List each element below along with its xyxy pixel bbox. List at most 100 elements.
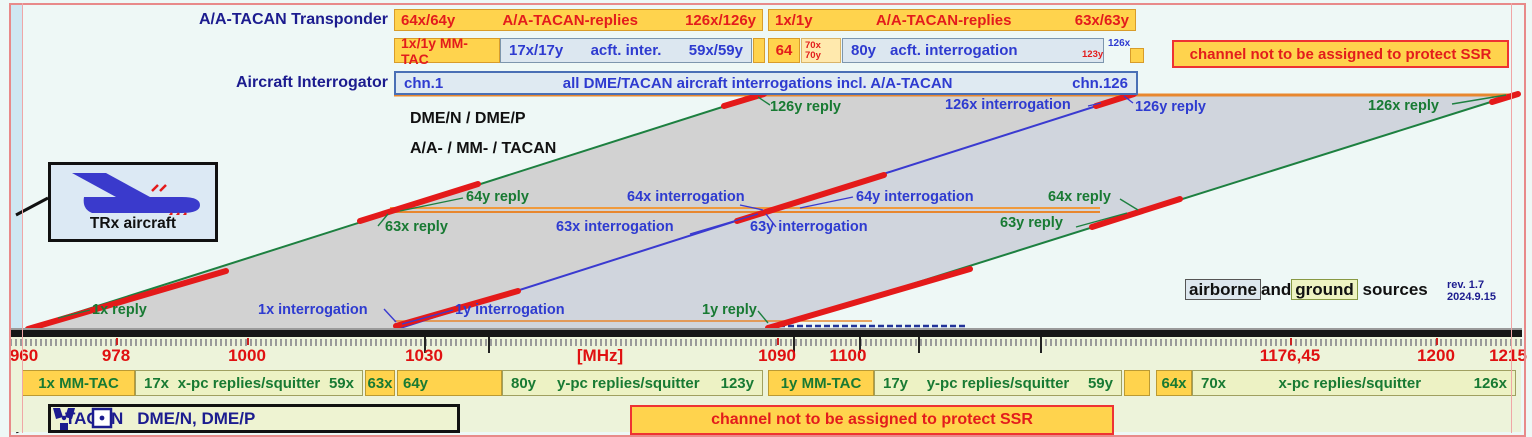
revision-line1: rev. 1.7 bbox=[1447, 279, 1485, 291]
acft-inter-cell: 17x/17y acft. inter. 59x/59y bbox=[500, 38, 752, 63]
cell10-right: 126x bbox=[1473, 374, 1507, 392]
axis-label-960: 960 bbox=[9, 346, 39, 365]
inner-guide-right bbox=[1511, 3, 1512, 433]
trx-aircraft-label: TRx aircraft bbox=[89, 215, 177, 232]
row2-sliver-1 bbox=[753, 38, 765, 63]
cell2-right: 59x bbox=[328, 374, 354, 392]
tick-1041 bbox=[488, 337, 490, 353]
acft-interrogation-cell: 80y acft. interrogation bbox=[842, 38, 1104, 63]
label-126y-reply-blue: 126y reply bbox=[1135, 99, 1206, 115]
channel-range-box: chn.1 all DME/TACAN aircraft interrogati… bbox=[394, 71, 1138, 95]
cell5-right: 123y bbox=[720, 374, 754, 392]
ch64-cell: 64 bbox=[768, 38, 800, 63]
cell2-left: 17x bbox=[144, 374, 170, 392]
ch126x-text: 126x bbox=[1108, 38, 1131, 49]
ground-cell-70x-126x: 70x x-pc replies/squitter 126x bbox=[1192, 370, 1516, 396]
revision-note: rev. 1.7 2024.9.15 bbox=[1447, 279, 1496, 303]
ch70-cell: 70x 70y bbox=[801, 38, 841, 63]
label-1y-reply: 1y reply bbox=[702, 302, 757, 318]
axis-label-1176: 1176,45 bbox=[1259, 346, 1321, 365]
chn1-text: chn.1 bbox=[404, 74, 444, 92]
label-1y-interrogation: 1y interrogation bbox=[455, 302, 565, 318]
tacan-antenna-icon bbox=[53, 408, 75, 430]
cell10-left: 70x bbox=[1201, 374, 1227, 392]
label-1x-reply: 1x reply bbox=[92, 302, 147, 318]
axis-label-978: 978 bbox=[101, 346, 131, 365]
ground-cell-64y: 64y bbox=[397, 370, 502, 396]
chn126-text: chn.126 bbox=[1072, 74, 1128, 92]
transponder-row-label: A/A-TACAN Transponder bbox=[198, 11, 388, 28]
ground-cell-sliver bbox=[1124, 370, 1150, 396]
cell7-left: 17y bbox=[883, 374, 909, 392]
label-126y-reply-green: 126y reply bbox=[770, 99, 841, 115]
redtick-978 bbox=[116, 338, 118, 345]
legend-dme-text: DME/N, DME/P bbox=[137, 408, 256, 428]
cell6-text: 1y MM-TAC bbox=[780, 374, 862, 392]
label-63x-interrogation: 63x interrogation bbox=[556, 219, 674, 235]
tick-1093 bbox=[793, 337, 795, 353]
bar2-center: A/A-TACAN-replies bbox=[875, 11, 1012, 29]
left-band-strip bbox=[11, 5, 22, 329]
ssr-warning-top: channel not to be assigned to protect SS… bbox=[1172, 40, 1509, 68]
bar1-left: 64x/64y bbox=[401, 11, 456, 29]
tick-1114 bbox=[918, 337, 920, 353]
label-63y-interrogation: 63y interrogation bbox=[750, 219, 868, 235]
dme-station-icon bbox=[91, 407, 113, 429]
label-64x-reply: 64x reply bbox=[1048, 189, 1111, 205]
ch70x-text: 70x bbox=[805, 40, 821, 51]
sources-text: sources bbox=[1362, 280, 1428, 299]
ground-cell-17y-59y: 17y y-pc replies/squitter 59y bbox=[874, 370, 1122, 396]
ground-cell-17x-59x: 17x x-pc replies/squitter 59x bbox=[135, 370, 363, 396]
cell9-text: 64x bbox=[1161, 374, 1187, 392]
ground-cell-80y-123y: 80y y-pc replies/squitter 123y bbox=[502, 370, 763, 396]
acft-interrogation-text: acft. interrogation bbox=[890, 42, 1018, 59]
tick-1030 bbox=[424, 337, 426, 353]
axis-label-1215: 1215 bbox=[1489, 346, 1527, 365]
mm-tac-cell: 1x/1y MM-TAC bbox=[394, 35, 500, 67]
ch123y-text: 123y bbox=[1082, 49, 1104, 60]
ground-cell-63x: 63x bbox=[365, 370, 395, 396]
bar1-right: 126x/126y bbox=[685, 11, 756, 29]
ch80-text: 80y bbox=[851, 42, 877, 59]
ssr-warning-bottom: channel not to be assigned to protect SS… bbox=[630, 405, 1114, 435]
label-64y-interrogation: 64y interrogation bbox=[856, 189, 974, 205]
legend-box: TACAN DME/N, DME/P bbox=[48, 404, 460, 433]
label-1x-interrogation: 1x interrogation bbox=[258, 302, 368, 318]
aa-replies-bar-2: 1x/1y A/A-TACAN-replies 63x/63y bbox=[768, 9, 1136, 31]
label-64x-interrogation: 64x interrogation bbox=[627, 189, 745, 205]
ssr-warning-top-text: channel not to be assigned to protect SS… bbox=[1189, 45, 1492, 63]
ground-cell-64x: 64x bbox=[1156, 370, 1192, 396]
redtick-1000 bbox=[247, 338, 249, 345]
minor-ticks bbox=[10, 339, 1522, 346]
tick-1135 bbox=[1040, 337, 1042, 353]
and-text: and bbox=[1261, 280, 1292, 299]
mm-tac-text: 1x/1y MM-TAC bbox=[401, 34, 468, 67]
cell7-right: 59y bbox=[1087, 374, 1113, 392]
row2-sliver-2 bbox=[1130, 48, 1144, 63]
cell7-mid: y-pc replies/squitter bbox=[926, 374, 1070, 392]
cell1-text: 1x MM-TAC bbox=[38, 374, 119, 392]
axis-label-1090: 1090 bbox=[758, 346, 796, 365]
chn-center-text: all DME/TACAN aircraft interrogations in… bbox=[562, 74, 953, 92]
bar1-center: A/A-TACAN-replies bbox=[502, 11, 638, 29]
ground-tag: ground bbox=[1291, 279, 1358, 300]
modes-line1: DME/N / DME/P bbox=[410, 110, 526, 127]
tick-1104 bbox=[859, 337, 861, 353]
cell2-mid: x-pc replies/squitter bbox=[177, 374, 321, 392]
label-63x-reply: 63x reply bbox=[385, 219, 448, 235]
label-63y-reply: 63y reply bbox=[1000, 215, 1063, 231]
label-126x-interrogation: 126x interrogation bbox=[945, 97, 1071, 113]
axis-label-1000: 1000 bbox=[228, 346, 266, 365]
trx-aircraft-box: TRx aircraft bbox=[48, 162, 218, 242]
bar2-right: 63x/63y bbox=[1074, 11, 1129, 29]
cell3-text: 63x bbox=[367, 374, 393, 392]
redtick-1176 bbox=[1290, 338, 1292, 345]
cell10-mid: x-pc replies/squitter bbox=[1278, 374, 1422, 392]
aircraft-icon bbox=[72, 173, 200, 215]
ssr-warning-bottom-text: channel not to be assigned to protect SS… bbox=[711, 411, 1033, 428]
axis-label-1030: 1030 bbox=[405, 346, 443, 365]
frequency-axis bbox=[10, 328, 1522, 337]
axis-unit-label: [MHz] bbox=[576, 346, 624, 365]
